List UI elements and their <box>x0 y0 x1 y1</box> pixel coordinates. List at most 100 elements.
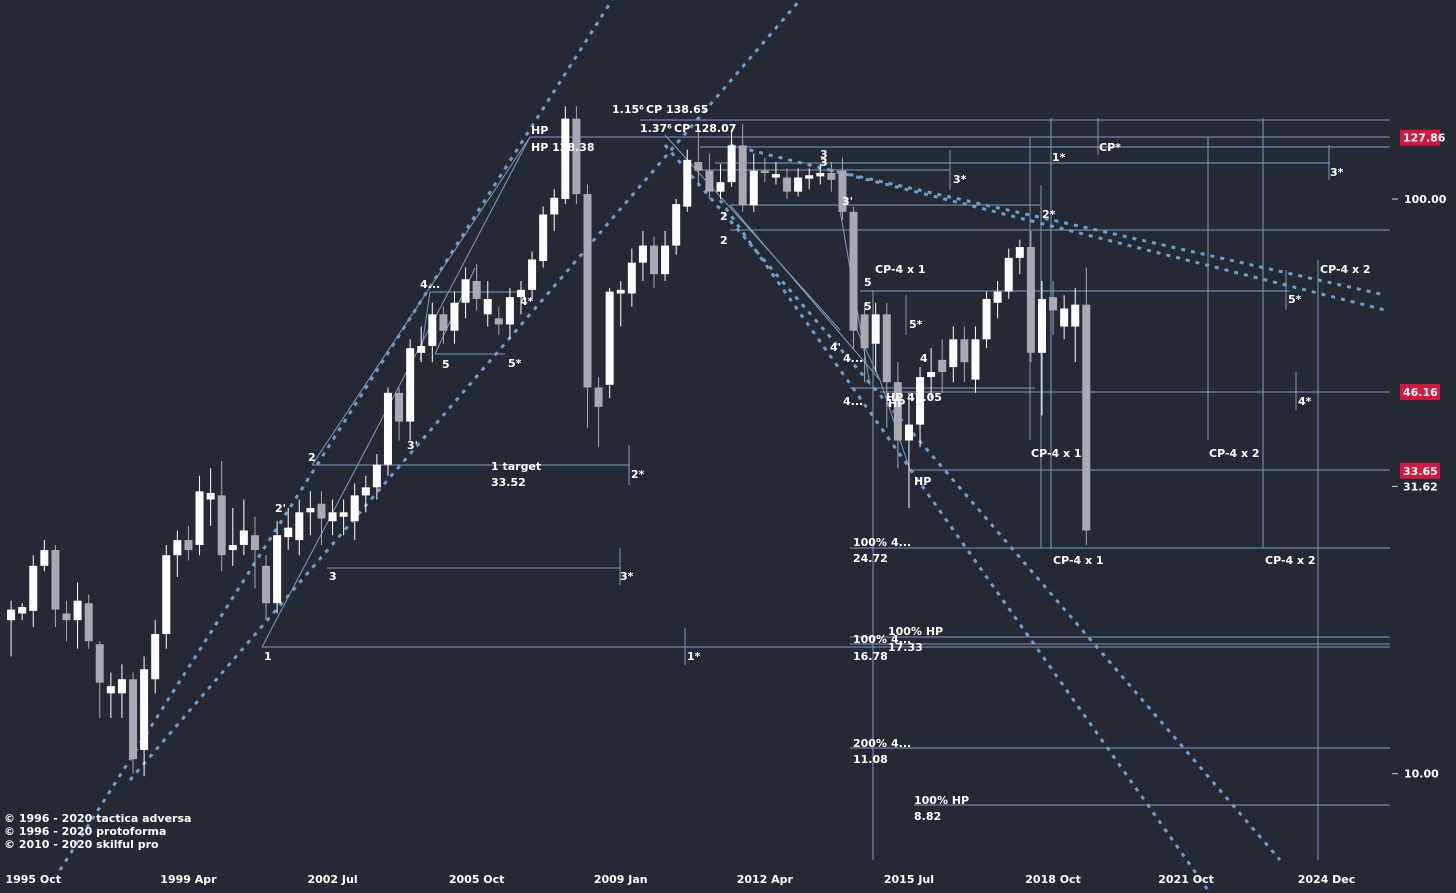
candle-body <box>339 512 348 517</box>
candle-body <box>361 487 370 496</box>
price-marker-label: 46.16 <box>1403 386 1438 399</box>
candle-body <box>184 540 193 551</box>
candle-body <box>129 679 138 760</box>
candle-body <box>893 382 902 441</box>
annotation: HP <box>888 397 905 410</box>
annotation: 2* <box>631 468 645 481</box>
candle-body <box>694 161 703 171</box>
candle-body <box>1071 304 1080 327</box>
candle-body <box>450 302 459 331</box>
annotation: 8.82 <box>914 810 941 823</box>
candle-body <box>206 492 215 500</box>
annotation: 4' <box>830 341 841 354</box>
candle-body <box>195 491 204 546</box>
annotation: 4* <box>1298 395 1312 408</box>
candle-body <box>550 197 559 215</box>
candle-body <box>916 377 925 425</box>
candle-body <box>805 175 814 179</box>
annotation: 4... <box>891 536 911 549</box>
annotation: CP-4 x 1 <box>875 263 926 276</box>
x-tick-label: 2009 Jan <box>594 873 648 886</box>
x-tick-label: 2005 Oct <box>449 873 505 886</box>
annotation: 2* <box>1042 208 1056 221</box>
annotation: 100% <box>853 633 887 646</box>
annotation: 1.37⁶ <box>640 122 672 135</box>
candle-body <box>860 314 869 349</box>
candle-body <box>395 392 404 422</box>
x-tick-label: 2021 Oct <box>1158 873 1214 886</box>
annotation: CP* <box>1099 141 1121 154</box>
annotation: 3' <box>842 195 853 208</box>
annotation: 100% <box>853 536 887 549</box>
candle-body <box>62 613 71 621</box>
candle-body <box>816 172 825 177</box>
x-tick-label: 2012 Apr <box>737 873 794 886</box>
annotation: 2 <box>308 451 316 464</box>
candles <box>7 106 1091 777</box>
candle-body <box>971 339 980 380</box>
candle-body <box>949 339 958 368</box>
candle-body <box>306 507 315 513</box>
annotation: 3* <box>1330 166 1344 179</box>
annotation: 1 <box>264 650 272 663</box>
annotation: 3* <box>953 173 967 186</box>
annotation: CP 138.65 <box>646 103 708 116</box>
candle-body <box>217 495 226 556</box>
candle-body <box>284 527 293 538</box>
candle-body <box>1060 308 1069 327</box>
candle-body <box>483 298 492 315</box>
y-tick-label: 10.00 <box>1404 768 1439 781</box>
candle-body <box>417 345 426 353</box>
candle-body <box>262 565 271 604</box>
candle-body <box>727 145 736 183</box>
candle-body <box>472 281 481 299</box>
candle-body <box>328 512 337 522</box>
candle-body <box>461 279 470 303</box>
annotation: 3' <box>407 439 418 452</box>
candle-body <box>993 291 1002 303</box>
candle-body <box>738 145 747 206</box>
annotation: CP-4 x 2 <box>1265 554 1316 567</box>
candle-body <box>117 679 126 694</box>
candle-body <box>516 289 525 298</box>
candle-body <box>594 387 603 407</box>
annotation: 1.15⁶ <box>612 103 644 116</box>
annotation: 4* <box>520 295 534 308</box>
trend-channel <box>58 0 614 871</box>
copyright: © 1996 - 2020 protoforma <box>4 825 166 838</box>
annotation: CP-4 x 2 <box>1209 447 1260 460</box>
candle-body <box>18 607 27 614</box>
x-tick-label: 1999 Apr <box>160 873 217 886</box>
candle-body <box>372 464 381 488</box>
x-tick-label: 2024 Dec <box>1298 873 1356 886</box>
annotation: 3 <box>820 148 828 161</box>
candle-body <box>882 314 891 383</box>
annotation: 4... <box>891 737 911 750</box>
annotation: 3 <box>820 156 828 169</box>
annotation: 2' <box>275 502 286 515</box>
price-marker <box>1400 129 1440 146</box>
candle-body <box>760 170 769 173</box>
candle-body <box>871 314 880 344</box>
candle-body <box>605 291 614 385</box>
trend-channel <box>663 144 1282 861</box>
annotation: 1 target <box>491 460 541 473</box>
annotation: CP 128.07 <box>674 122 736 135</box>
candle-body <box>627 262 636 294</box>
annotation: 2 <box>720 234 728 247</box>
annotation: 1* <box>687 650 701 663</box>
candle-body <box>40 550 49 566</box>
candle-body <box>151 634 160 680</box>
candle-body <box>106 686 115 694</box>
x-tick-label: 2015 Jul <box>884 873 934 886</box>
candle-body <box>838 170 847 212</box>
candle-body <box>295 512 304 541</box>
copyright: © 2010 - 2020 skilful pro <box>4 838 159 851</box>
annotation: 4... <box>843 395 863 408</box>
annotation: 33.52 <box>491 476 526 489</box>
candle-body <box>51 550 60 610</box>
price-marker-label: 33.65 <box>1403 465 1438 478</box>
candle-body <box>505 297 514 325</box>
candle-body <box>84 603 93 642</box>
